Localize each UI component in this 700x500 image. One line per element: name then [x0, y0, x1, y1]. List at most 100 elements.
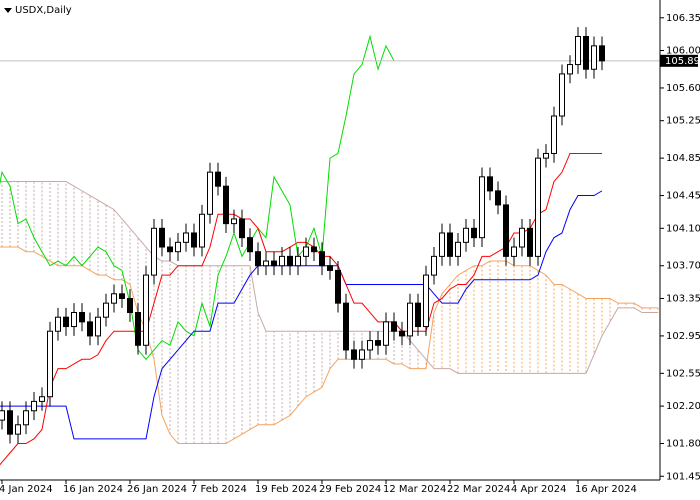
last-price-label: 105.89	[665, 56, 700, 67]
candle-body	[295, 255, 301, 267]
candle-body	[191, 232, 197, 248]
candle-body	[511, 246, 517, 257]
candle-body	[175, 241, 181, 253]
candle-body	[151, 227, 157, 276]
candle-body	[215, 171, 221, 187]
x-tick-label: 22 Mar 2024	[447, 484, 510, 495]
candle-body	[23, 410, 29, 426]
candle-body	[0, 410, 5, 421]
candle-body	[143, 274, 149, 346]
candle-body	[591, 45, 597, 70]
candle-body	[247, 237, 253, 253]
y-tick-label: 106.35	[666, 13, 700, 24]
plot-area	[0, 27, 660, 466]
candle-body	[359, 349, 365, 360]
candle-body	[439, 232, 445, 257]
y-tick-label: 101.45	[666, 471, 700, 482]
y-tick-label: 104.85	[666, 153, 700, 164]
x-tick-label: 16 Jan 2024	[63, 484, 123, 495]
x-tick-label: 4 Apr 2024	[511, 484, 566, 495]
candle-body	[479, 176, 485, 239]
candle-body	[135, 312, 141, 346]
candle-body	[415, 302, 421, 328]
candle-body	[159, 227, 165, 248]
candle-body	[271, 260, 277, 267]
candle-body	[231, 218, 237, 225]
candle-body	[311, 246, 317, 253]
y-tick-label: 102.95	[666, 331, 700, 342]
candle-body	[15, 424, 21, 435]
chikou-line	[0, 34, 395, 361]
candle-body	[335, 269, 341, 304]
candle-body	[351, 349, 357, 360]
candle-body	[559, 73, 565, 117]
candle-body	[55, 316, 61, 332]
candle-body	[583, 35, 589, 70]
candle-body	[31, 400, 37, 412]
candle-body	[503, 204, 509, 257]
candle-body	[383, 321, 389, 346]
y-tick-label: 106.00	[666, 46, 700, 57]
candle-body	[183, 232, 189, 243]
candle-body	[375, 340, 381, 346]
candle-body	[447, 232, 453, 257]
candle-body	[535, 157, 541, 257]
candle-body	[79, 312, 85, 323]
candle-body	[543, 152, 549, 159]
x-tick-label: 26 Jan 2024	[127, 484, 187, 495]
x-tick-label: 29 Feb 2024	[319, 484, 381, 495]
y-tick-label: 105.25	[666, 116, 700, 127]
y-tick-label: 103.35	[666, 293, 700, 304]
x-tick-label: 7 Feb 2024	[191, 484, 247, 495]
last-price-tag	[660, 54, 698, 67]
candle-body	[263, 260, 269, 267]
candle-body	[287, 255, 293, 267]
candle-body	[423, 274, 429, 328]
candle-body	[47, 330, 53, 398]
candle-body	[367, 340, 373, 351]
candle-body	[487, 176, 493, 192]
tenkan-line	[0, 152, 602, 466]
candle-body	[103, 302, 109, 318]
y-tick-label: 104.10	[666, 223, 700, 234]
senkou-b-line	[0, 181, 658, 374]
kijun-line	[0, 190, 603, 440]
candle-body	[319, 251, 325, 267]
candle-body	[455, 241, 461, 257]
candle-body	[407, 302, 413, 337]
candle-body	[527, 227, 533, 257]
chart-title: USDX,Daily	[15, 5, 72, 16]
candle-body	[343, 302, 349, 351]
candle-body	[127, 297, 133, 314]
y-tick-label: 102.20	[666, 401, 700, 412]
candle-body	[551, 115, 557, 154]
candle-body	[599, 45, 605, 62]
candle-body	[399, 330, 405, 337]
candle-body	[391, 321, 397, 332]
candle-body	[87, 321, 93, 337]
candle-body	[495, 190, 501, 206]
candle-body	[167, 246, 173, 253]
candle-body	[223, 185, 229, 225]
candle-body	[327, 265, 333, 271]
candle-body	[567, 64, 573, 75]
candle-body	[239, 218, 245, 239]
candle-body	[303, 246, 309, 257]
candle-body	[119, 293, 125, 299]
candle-body	[111, 293, 117, 304]
y-tick-label: 105.60	[666, 83, 700, 94]
menu-icon	[4, 8, 12, 13]
senkou-a-line	[0, 246, 658, 445]
candle-body	[471, 227, 477, 239]
candle-body	[463, 227, 469, 243]
candle-body	[575, 35, 581, 66]
candle-body	[255, 251, 261, 267]
candle-body	[199, 213, 205, 248]
candle-body	[207, 171, 213, 215]
candle-body	[71, 312, 77, 328]
y-tick-label: 102.55	[666, 368, 700, 379]
x-tick-label: 12 Mar 2024	[383, 484, 446, 495]
y-tick-label: 104.45	[666, 191, 700, 202]
